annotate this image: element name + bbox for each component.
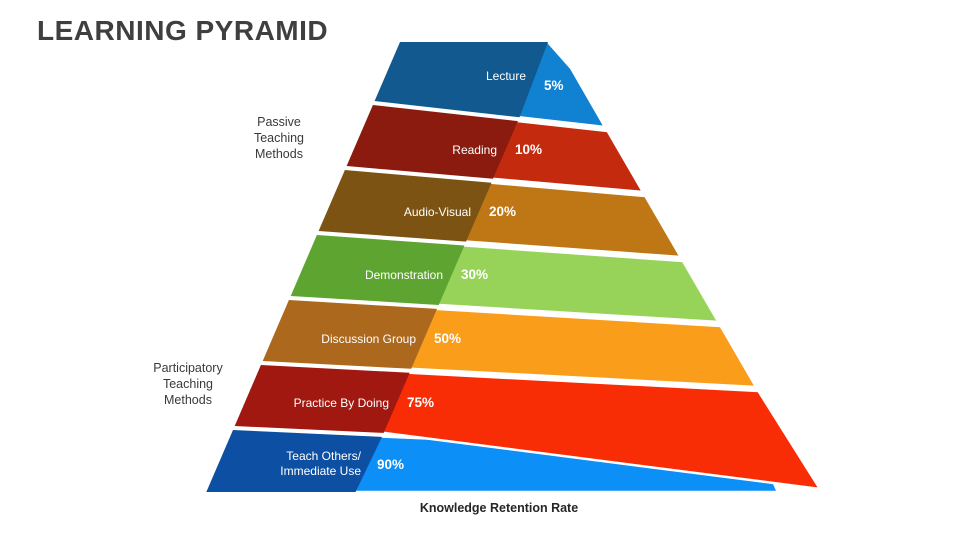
- level-percent-demonstration: 30%: [461, 267, 488, 282]
- level-label-reading: Reading: [452, 143, 497, 157]
- participatory-methods-label: Participatory Teaching Methods: [153, 361, 223, 407]
- pyramid-level-discussion-group: Discussion Group 50%: [261, 298, 758, 389]
- passive-methods-label: Passive Teaching Methods: [253, 115, 305, 161]
- pyramid-level-teach-others: Teach Others/ Immediate Use 90%: [205, 428, 780, 494]
- level-percent-practice-by-doing: 75%: [407, 395, 434, 410]
- level-label-area-demonstration: [290, 235, 465, 305]
- level-percent-teach-others: 90%: [377, 457, 404, 472]
- level-label-area-reading: [346, 105, 518, 179]
- level-label-area-audio-visual: [318, 170, 492, 242]
- level-label-lecture: Lecture: [486, 69, 526, 83]
- level-percent-discussion-group: 50%: [434, 331, 461, 346]
- level-label-demonstration: Demonstration: [365, 268, 443, 282]
- level-label-discussion-group: Discussion Group: [321, 332, 416, 346]
- pyramid-level-audio-visual: Audio-Visual 20%: [317, 168, 682, 259]
- level-label-area-teach-others: [206, 430, 382, 492]
- level-label-teach-others-line1: Teach Others/: [286, 449, 361, 463]
- pyramid-level-reading: Reading 10%: [345, 103, 645, 194]
- level-label-teach-others-line2: Immediate Use: [280, 464, 361, 478]
- page-title: LEARNING PYRAMID: [37, 15, 329, 46]
- level-label-area-lecture: [374, 42, 548, 118]
- pyramid-level-practice-by-doing: Practice By Doing 75%: [233, 363, 822, 491]
- level-percent-audio-visual: 20%: [489, 204, 516, 219]
- knowledge-retention-rate-label: Knowledge Retention Rate: [419, 501, 579, 515]
- level-label-area-discussion-group: [262, 300, 437, 369]
- pyramid-level-demonstration: Demonstration 30%: [289, 233, 720, 324]
- level-label-audio-visual: Audio-Visual: [404, 205, 471, 219]
- pyramid-level-lecture: Lecture 5%: [373, 40, 607, 129]
- level-percent-lecture: 5%: [544, 78, 564, 93]
- level-percent-reading: 10%: [515, 142, 542, 157]
- level-label-area-practice-by-doing: [234, 365, 410, 433]
- level-label-practice-by-doing: Practice By Doing: [294, 396, 389, 410]
